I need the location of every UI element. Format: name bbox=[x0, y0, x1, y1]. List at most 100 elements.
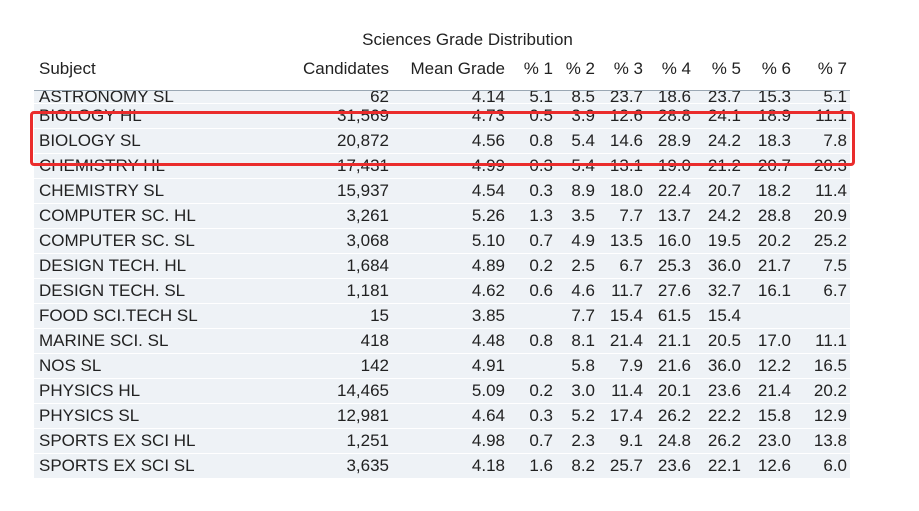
cell-subject: COMPUTER SC. HL bbox=[34, 203, 264, 229]
cell-pct-5: 24.1 bbox=[694, 103, 744, 129]
header-row: Subject Candidates Mean Grade % 1 % 2 % … bbox=[34, 57, 850, 81]
table-row: PHYSICS HL 14,465 5.09 0.2 3.0 11.4 20.1 23.6 21… bbox=[34, 378, 850, 404]
header-pct-7: % 7 bbox=[817, 59, 847, 78]
cell-pct-3: 13.5 bbox=[598, 228, 646, 254]
header-pct-5: % 5 bbox=[711, 59, 741, 78]
table-row: CHEMISTRY HL 17,431 4.99 0.3 5.4 13.1 19.0 21.2… bbox=[34, 153, 850, 179]
cell-pct-4: 26.2 bbox=[646, 403, 694, 429]
cell-pct-2: 3.5 bbox=[556, 203, 598, 229]
cell-mean-grade: 4.64 bbox=[392, 403, 508, 429]
table-row: COMPUTER SC. HL 3,261 5.26 1.3 3.5 7.7 13.7 24.… bbox=[34, 203, 850, 229]
cell-pct-7: 7.8 bbox=[794, 128, 850, 154]
cell-pct-5: 20.7 bbox=[694, 178, 744, 204]
cell-candidates: 1,181 bbox=[264, 278, 392, 304]
cell-mean-grade: 5.26 bbox=[392, 203, 508, 229]
cell-candidates: 17,431 bbox=[264, 153, 392, 179]
cell-pct-5: 32.7 bbox=[694, 278, 744, 304]
cell-pct-1: 0.7 bbox=[508, 428, 556, 454]
cell-pct-3: 7.7 bbox=[598, 203, 646, 229]
cell-pct-7: 20.9 bbox=[794, 203, 850, 229]
cell-subject: NOS SL bbox=[34, 353, 264, 379]
cell-pct-4: 21.6 bbox=[646, 353, 694, 379]
cell-mean-grade: 4.56 bbox=[392, 128, 508, 154]
cell-candidates: 20,872 bbox=[264, 128, 392, 154]
cell-candidates: 3,261 bbox=[264, 203, 392, 229]
cell-pct-5: 22.2 bbox=[694, 403, 744, 429]
cell-subject: PHYSICS HL bbox=[34, 378, 264, 404]
cell-pct-1: 0.5 bbox=[508, 103, 556, 129]
cell-pct-4: 27.6 bbox=[646, 278, 694, 304]
cell-pct-2: 8.5 bbox=[556, 90, 598, 104]
cell-pct-3: 9.1 bbox=[598, 428, 646, 454]
cell-pct-7: 11.1 bbox=[794, 103, 850, 129]
cell-pct-6: 12.2 bbox=[744, 353, 794, 379]
cell-pct-6: 23.0 bbox=[744, 428, 794, 454]
cell-candidates: 15,937 bbox=[264, 178, 392, 204]
cell-pct-1: 0.8 bbox=[508, 328, 556, 354]
cell-mean-grade: 4.89 bbox=[392, 253, 508, 279]
cell-pct-4: 13.7 bbox=[646, 203, 694, 229]
cell-subject: COMPUTER SC. SL bbox=[34, 228, 264, 254]
cell-mean-grade: 3.85 bbox=[392, 303, 508, 329]
cell-mean-grade: 4.62 bbox=[392, 278, 508, 304]
cell-pct-3: 11.7 bbox=[598, 278, 646, 304]
cell-pct-3: 6.7 bbox=[598, 253, 646, 279]
cell-pct-1: 0.2 bbox=[508, 253, 556, 279]
cell-mean-grade: 4.98 bbox=[392, 428, 508, 454]
table-row: FOOD SCI.TECH SL 15 3.85 7.7 15.4 61.5 15.4 bbox=[34, 303, 850, 329]
cell-pct-3: 23.7 bbox=[598, 90, 646, 104]
cell-pct-5: 21.2 bbox=[694, 153, 744, 179]
cell-subject: PHYSICS SL bbox=[34, 403, 264, 429]
cell-pct-4: 18.6 bbox=[646, 90, 694, 104]
cell-pct-2: 5.4 bbox=[556, 128, 598, 154]
cell-candidates: 31,569 bbox=[264, 103, 392, 129]
cell-pct-1: 0.7 bbox=[508, 228, 556, 254]
cell-pct-5: 19.5 bbox=[694, 228, 744, 254]
cell-pct-2: 8.9 bbox=[556, 178, 598, 204]
header-pct-3: % 3 bbox=[613, 59, 643, 78]
cell-pct-2: 3.0 bbox=[556, 378, 598, 404]
cell-pct-4: 20.1 bbox=[646, 378, 694, 404]
cell-pct-7: 16.5 bbox=[794, 353, 850, 379]
cell-subject: CHEMISTRY HL bbox=[34, 153, 264, 179]
cell-pct-6: 15.8 bbox=[744, 403, 794, 429]
table-title: Sciences Grade Distribution bbox=[362, 30, 573, 49]
cell-candidates: 142 bbox=[264, 353, 392, 379]
cell-pct-7: 25.2 bbox=[794, 228, 850, 254]
cell-pct-7: 12.9 bbox=[794, 403, 850, 429]
cell-pct-5: 23.7 bbox=[694, 90, 744, 104]
cell-pct-2: 4.6 bbox=[556, 278, 598, 304]
cell-pct-6 bbox=[744, 303, 794, 329]
table-body: ASTRONOMY SL 62 4.14 5.1 8.5 23.7 18.6 23.7 15.3… bbox=[34, 90, 850, 479]
cell-pct-1: 0.2 bbox=[508, 378, 556, 404]
cell-pct-3: 25.7 bbox=[598, 453, 646, 479]
cell-mean-grade: 5.10 bbox=[392, 228, 508, 254]
cell-pct-4: 22.4 bbox=[646, 178, 694, 204]
cell-pct-1: 5.1 bbox=[508, 90, 556, 104]
table-row: MARINE SCI. SL 418 4.48 0.8 8.1 21.4 21.1 20.5 1… bbox=[34, 328, 850, 354]
table-row: CHEMISTRY SL 15,937 4.54 0.3 8.9 18.0 22.4 20.7… bbox=[34, 178, 850, 204]
cell-pct-7: 20.2 bbox=[794, 378, 850, 404]
cell-pct-1: 1.3 bbox=[508, 203, 556, 229]
cell-pct-1 bbox=[508, 353, 556, 379]
cell-pct-3: 11.4 bbox=[598, 378, 646, 404]
header-pct-2: % 2 bbox=[565, 59, 595, 78]
cell-pct-6: 15.3 bbox=[744, 90, 794, 104]
cell-pct-2: 3.9 bbox=[556, 103, 598, 129]
cell-mean-grade: 4.14 bbox=[392, 90, 508, 104]
table-row: COMPUTER SC. SL 3,068 5.10 0.7 4.9 13.5 16.0 19… bbox=[34, 228, 850, 254]
cell-mean-grade: 4.48 bbox=[392, 328, 508, 354]
cell-pct-7: 11.1 bbox=[794, 328, 850, 354]
cell-candidates: 15 bbox=[264, 303, 392, 329]
header-subject: Subject bbox=[39, 59, 96, 78]
cell-mean-grade: 4.91 bbox=[392, 353, 508, 379]
cell-candidates: 62 bbox=[264, 90, 392, 104]
cell-pct-6: 12.6 bbox=[744, 453, 794, 479]
cell-mean-grade: 5.09 bbox=[392, 378, 508, 404]
cell-pct-4: 25.3 bbox=[646, 253, 694, 279]
header-pct-1: % 1 bbox=[523, 59, 553, 78]
cell-pct-5: 36.0 bbox=[694, 353, 744, 379]
cell-pct-2: 2.3 bbox=[556, 428, 598, 454]
cell-pct-1: 0.3 bbox=[508, 403, 556, 429]
cell-candidates: 1,684 bbox=[264, 253, 392, 279]
